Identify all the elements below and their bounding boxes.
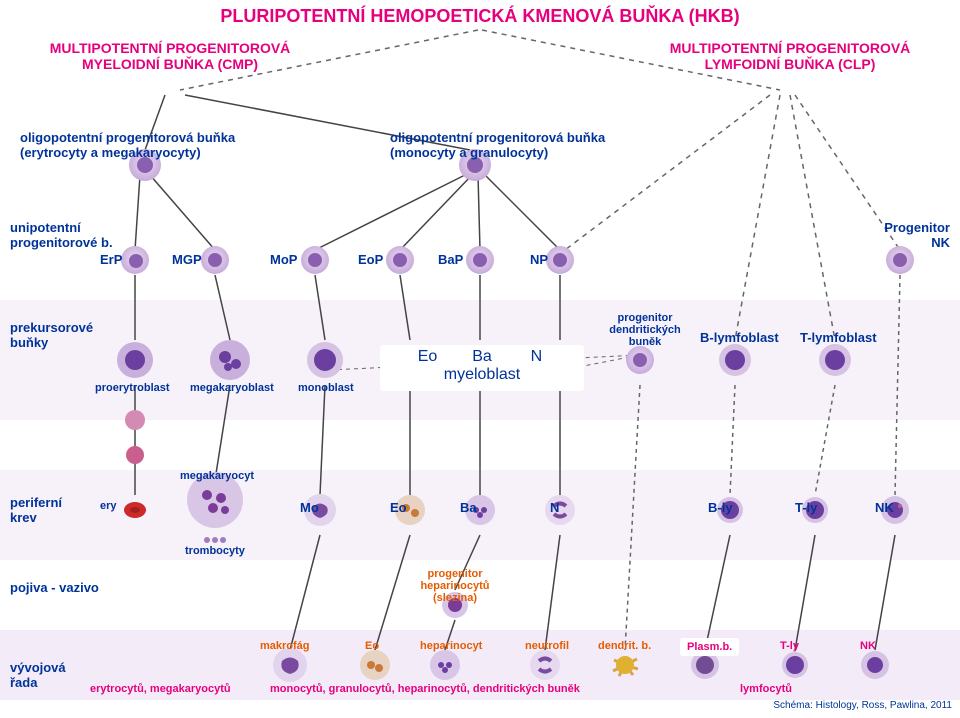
lbl-eo3: Eo — [365, 640, 379, 652]
lbl-n2: N — [550, 500, 559, 515]
lbl-megab: megakaryoblast — [190, 382, 274, 394]
oligo-mid: oligopotentní progenitorová buňka(monocy… — [390, 130, 605, 160]
progenitor-nk: ProgenitorNK — [884, 220, 950, 250]
lbl-blymfoblast: B-lymfoblast — [700, 330, 779, 345]
lbl-plasm: Plasm.b. — [680, 638, 739, 656]
lbl-bly: B-ly — [708, 500, 733, 515]
lbl-dendritic-prog: progenitordendritickýchbuněk — [605, 312, 685, 348]
lbl-nk2: NK — [860, 640, 876, 652]
prekursor-label: prekursorovébuňky — [10, 320, 93, 350]
lbl-mgp: MGP — [172, 252, 202, 267]
lbl-heparinocyt: heparinocyt — [420, 640, 482, 652]
lbl-tly2: T-ly — [780, 640, 799, 652]
lbl-proery: proerytroblast — [95, 382, 170, 394]
title-main: PLURIPOTENTNÍ HEMOPOETICKÁ KMENOVÁ BUŇKA… — [6, 6, 954, 27]
lbl-nk: NK — [875, 500, 894, 515]
lbl-bap: BaP — [438, 252, 463, 267]
lbl-eo2: Eo — [390, 500, 407, 515]
lbl-makrofag: makrofág — [260, 640, 310, 652]
lbl-megakaryocyt: megakaryocyt — [180, 470, 254, 482]
lbl-lymfocytu: lymfocytů — [740, 683, 792, 695]
lbl-erymega: erytrocytů, megakaryocytů — [90, 683, 231, 695]
lbl-monob: monoblast — [298, 382, 354, 394]
lbl-heparinocyt-prog: progenitorheparinocytů(slezina) — [410, 568, 500, 604]
lbl-tly: T-ly — [795, 500, 817, 515]
myeloblast-box: Eo Ba N myeloblast — [380, 345, 584, 391]
lbl-tlymfoblast: T-lymfoblast — [800, 330, 877, 345]
lbl-np: NP — [530, 252, 548, 267]
oligo-left: oligopotentní progenitorová buňka(erytro… — [20, 130, 235, 160]
lbl-dendrit: dendrit. b. — [598, 640, 651, 652]
lbl-eop: EoP — [358, 252, 383, 267]
lbl-ery: ery — [100, 500, 117, 512]
lbl-mo: Mo — [300, 500, 319, 515]
source-credit: Schéma: Histology, Ross, Pawlina, 2011 — [773, 700, 952, 711]
pojiva-label: pojiva - vazivo — [10, 580, 99, 595]
unipotent-label: unipotentníprogenitorové b. — [10, 220, 113, 250]
sub-left: MULTIPOTENTNÍ PROGENITOROVÁMYELOIDNÍ BUŇ… — [10, 40, 330, 72]
lbl-erp: ErP — [100, 252, 122, 267]
lbl-neutrofil: neutrofil — [525, 640, 569, 652]
lbl-mop: MoP — [270, 252, 297, 267]
periferni-label: periferníkrev — [10, 495, 62, 525]
rady-label: vývojovářada — [10, 660, 66, 690]
lbl-trombocyty: trombocyty — [185, 545, 245, 557]
lbl-monogran: monocytů, granulocytů, heparinocytů, den… — [270, 683, 580, 695]
lbl-ba2: Ba — [460, 500, 477, 515]
sub-right: MULTIPOTENTNÍ PROGENITOROVÁLYMFOIDNÍ BUŇ… — [630, 40, 950, 72]
